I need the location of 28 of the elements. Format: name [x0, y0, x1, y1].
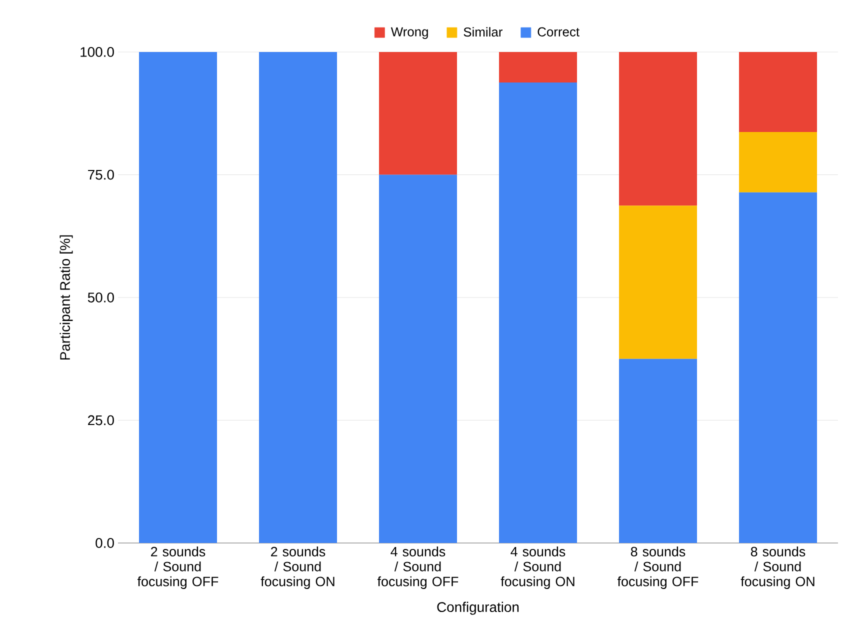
bar — [139, 52, 218, 543]
bar — [619, 52, 698, 206]
bar — [739, 132, 818, 192]
y-tick-label: 50.0 — [88, 292, 114, 302]
y-axis-title: Participant Ratio [%] — [60, 235, 73, 360]
y-tick-label: 0.0 — [96, 538, 114, 548]
legend-label: Similar — [464, 27, 502, 37]
legend-label: Correct — [538, 27, 580, 36]
bar — [379, 174, 458, 543]
y-tick-label: 75.0 — [88, 170, 114, 180]
x-tick-label: 8 sounds / Sound focusing ON — [740, 546, 814, 589]
bar — [739, 192, 818, 543]
bar — [739, 52, 818, 132]
x-axis-title: Configuration — [437, 602, 519, 615]
bar — [619, 206, 698, 359]
legend-label: Wrong — [390, 27, 428, 39]
bar — [619, 358, 698, 543]
x-tick-label: 8 sounds / Sound focusing OFF — [617, 546, 698, 589]
y-tick-label: 25.0 — [88, 415, 114, 426]
y-tick-label: 100.0 — [80, 47, 114, 57]
bar — [499, 52, 578, 82]
bar — [379, 52, 458, 175]
x-tick-label: 2 sounds / Sound focusing ON — [260, 546, 334, 589]
x-tick-label: 2 sounds / Sound focusing OFF — [137, 546, 218, 589]
x-tick-label: 4 sounds / Sound focusing OFF — [377, 546, 458, 589]
x-tick-label: 4 sounds / Sound focusing ON — [500, 546, 574, 589]
bar — [499, 82, 578, 543]
bar — [259, 52, 338, 543]
